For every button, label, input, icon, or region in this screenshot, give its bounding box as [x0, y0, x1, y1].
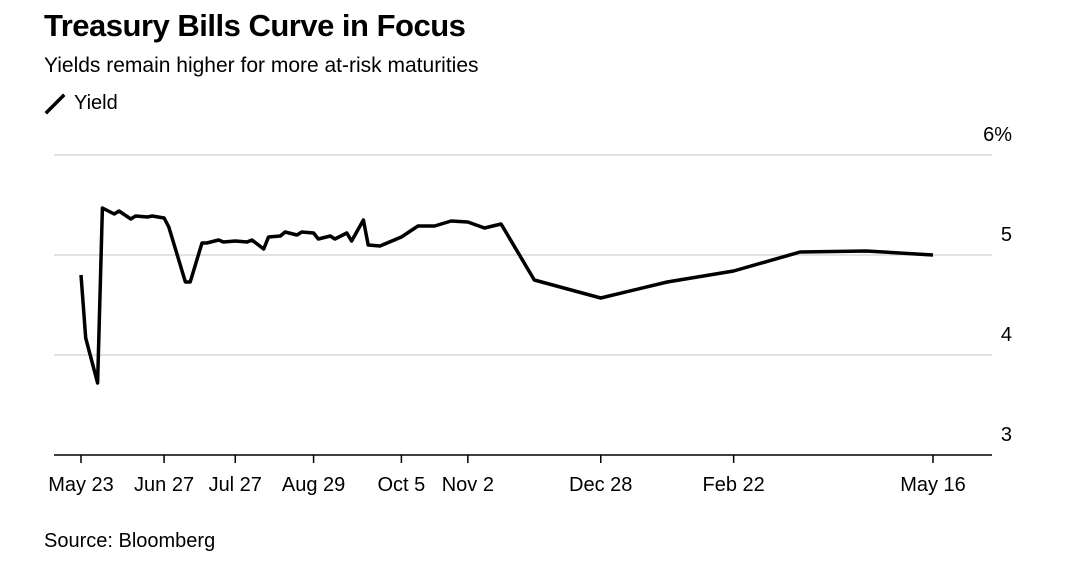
x-tick-label: Feb 22	[703, 474, 765, 496]
y-tick-label: 4	[1001, 324, 1012, 346]
chart-subtitle: Yields remain higher for more at-risk ma…	[44, 54, 479, 77]
x-tick-label: Dec 28	[569, 474, 632, 496]
x-tick-label: May 23	[48, 474, 114, 496]
x-tick-label: Aug 29	[282, 474, 345, 496]
source-note: Source: Bloomberg	[44, 530, 216, 552]
legend-label: Yield	[74, 92, 118, 114]
x-tick-label: Nov 2	[442, 474, 494, 496]
legend: Yield	[44, 92, 118, 115]
y-tick-label: 3	[1001, 424, 1012, 446]
x-tick-label: Jul 27	[209, 474, 262, 496]
y-tick-label: 6%	[983, 124, 1012, 146]
series-line-yield	[79, 206, 934, 385]
legend-line-icon	[44, 93, 66, 114]
y-tick-label: 5	[1001, 224, 1012, 246]
x-tick-label: Oct 5	[377, 474, 425, 496]
x-tick-label: Jun 27	[134, 474, 194, 496]
chart-title: Treasury Bills Curve in Focus	[44, 8, 466, 43]
x-tick-label: May 16	[900, 474, 966, 496]
